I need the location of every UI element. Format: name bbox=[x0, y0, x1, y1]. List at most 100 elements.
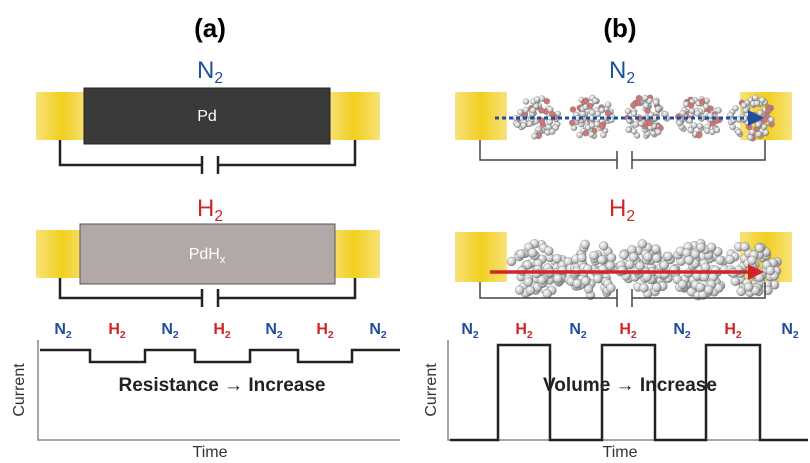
particle bbox=[549, 111, 555, 117]
particle bbox=[691, 123, 697, 129]
particle bbox=[638, 239, 647, 248]
particle bbox=[528, 248, 537, 257]
particle bbox=[593, 274, 602, 283]
particle bbox=[600, 132, 606, 138]
gas-base: N bbox=[781, 321, 793, 338]
particle bbox=[587, 103, 593, 109]
particle bbox=[697, 243, 706, 252]
gas-sub: 2 bbox=[120, 330, 126, 341]
sequence-label: N2 bbox=[369, 321, 387, 340]
panel-label: (b) bbox=[603, 13, 636, 43]
particle bbox=[652, 245, 661, 254]
sequence-label: N2 bbox=[781, 321, 799, 340]
sequence-label: N2 bbox=[673, 321, 691, 340]
gas-base: N bbox=[609, 57, 626, 84]
particle bbox=[709, 129, 715, 135]
particle bbox=[749, 129, 755, 135]
sequence-label: H2 bbox=[515, 321, 533, 340]
sequence-label: N2 bbox=[461, 321, 479, 340]
particle bbox=[655, 106, 661, 112]
electrode bbox=[328, 92, 380, 140]
particle bbox=[598, 255, 607, 264]
page: (a) Pd PdHx (b) N2H2N2H2N2H2N2H2N2H2N2Re… bbox=[0, 0, 810, 463]
particle bbox=[630, 102, 636, 108]
particle bbox=[748, 256, 757, 265]
particle bbox=[766, 266, 775, 275]
particle bbox=[577, 253, 586, 262]
gas-sub: 2 bbox=[793, 330, 799, 341]
particle bbox=[524, 278, 533, 287]
particle bbox=[523, 99, 529, 105]
particle bbox=[599, 107, 605, 113]
particle bbox=[521, 123, 527, 129]
particle bbox=[754, 100, 760, 106]
particle bbox=[549, 129, 555, 135]
particle bbox=[636, 262, 645, 271]
swollen-nanoparticles bbox=[507, 239, 782, 300]
particle bbox=[554, 274, 563, 283]
gas-sub: 2 bbox=[685, 330, 691, 341]
particle bbox=[536, 126, 542, 132]
sequence-label: N2 bbox=[569, 321, 587, 340]
particle bbox=[534, 97, 540, 103]
particle bbox=[643, 103, 649, 109]
sequence-label: H2 bbox=[213, 321, 231, 340]
circuit bbox=[480, 140, 765, 169]
particle bbox=[755, 244, 764, 253]
particle bbox=[731, 277, 740, 286]
particle bbox=[643, 273, 652, 282]
particle bbox=[678, 280, 687, 289]
x-axis-label: Time bbox=[193, 444, 228, 461]
gas-sub: 2 bbox=[225, 330, 231, 341]
film-label: Pd bbox=[197, 108, 217, 125]
gas-base: N bbox=[197, 57, 214, 84]
particle bbox=[636, 95, 642, 101]
particle bbox=[736, 129, 742, 135]
particle bbox=[655, 129, 661, 135]
y-axis-label: Current bbox=[11, 363, 28, 417]
particle bbox=[515, 122, 521, 128]
gas-sub: 2 bbox=[381, 330, 387, 341]
particle bbox=[589, 110, 595, 116]
gas-base: N bbox=[161, 321, 173, 338]
gas-base: N bbox=[673, 321, 685, 338]
gas-sub: 2 bbox=[214, 70, 223, 87]
gas-base: H bbox=[724, 321, 736, 338]
particle bbox=[756, 131, 762, 137]
particle bbox=[695, 111, 701, 117]
particle bbox=[523, 107, 529, 113]
particle bbox=[570, 107, 576, 113]
particle bbox=[577, 132, 583, 138]
electrode bbox=[455, 232, 507, 282]
particle bbox=[530, 107, 536, 113]
particle bbox=[605, 102, 611, 108]
sequence-label: N2 bbox=[161, 321, 179, 340]
gas-sub: 2 bbox=[736, 330, 742, 341]
electrode bbox=[455, 92, 507, 140]
particle bbox=[747, 135, 753, 141]
particle bbox=[716, 107, 722, 113]
particle bbox=[607, 284, 616, 293]
sequence-label: N2 bbox=[265, 321, 283, 340]
particle bbox=[588, 131, 594, 137]
gas-sub: 2 bbox=[328, 330, 334, 341]
particle bbox=[599, 123, 605, 129]
particle bbox=[647, 120, 653, 126]
particle bbox=[544, 247, 553, 256]
particle bbox=[642, 95, 648, 101]
particle bbox=[527, 121, 533, 127]
particle bbox=[716, 256, 725, 265]
particle bbox=[581, 277, 590, 286]
gas-base: H bbox=[619, 321, 631, 338]
electrode bbox=[36, 92, 88, 140]
particle bbox=[755, 122, 761, 128]
particle bbox=[765, 108, 771, 114]
annotation: Volume → Increase bbox=[543, 375, 717, 396]
particle bbox=[625, 260, 634, 269]
gas-base: N bbox=[461, 321, 473, 338]
electrode bbox=[328, 230, 380, 278]
particle bbox=[569, 120, 575, 126]
particle bbox=[744, 283, 753, 292]
gas-base: N bbox=[54, 321, 66, 338]
particle bbox=[768, 117, 774, 123]
